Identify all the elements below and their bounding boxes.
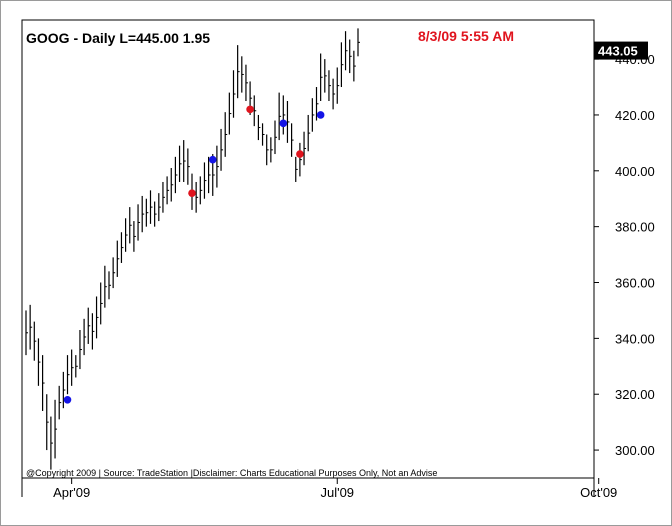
y-tick-label: 320.00 xyxy=(615,387,655,402)
x-tick-label: Jul'09 xyxy=(320,485,354,500)
copyright-notice: @Copyright 2009 | Source: TradeStation |… xyxy=(26,468,437,478)
red-signal-dot xyxy=(246,105,254,114)
y-tick-label: 340.00 xyxy=(615,331,655,346)
blue-signal-dot xyxy=(316,111,325,119)
last-price-box: 443.05 xyxy=(594,41,648,60)
plot-area xyxy=(21,19,595,479)
y-tick-label: 360.00 xyxy=(615,276,655,291)
y-tick-label: 380.00 xyxy=(615,220,655,235)
chart-timestamp: 8/3/09 5:55 AM xyxy=(418,28,514,44)
blue-signal-dot xyxy=(279,119,288,128)
y-tick-label: 420.00 xyxy=(615,108,655,123)
blue-signal-dot xyxy=(63,396,72,404)
x-tick-label: Apr'09 xyxy=(53,485,90,500)
x-axis-ticks: Apr'09 Jul'09 Oct'09 xyxy=(53,478,617,500)
signal-markers xyxy=(63,105,325,404)
price-bars xyxy=(25,28,360,470)
last-price-label: 443.05 xyxy=(598,44,638,59)
red-signal-dot xyxy=(296,150,304,158)
x-tick-label: Oct'09 xyxy=(580,485,617,500)
y-tick-label: 400.00 xyxy=(615,164,655,179)
blue-signal-dot xyxy=(208,155,217,164)
y-axis-ticks: 300.00 320.00 340.00 360.00 380.00 400.00 420.… xyxy=(594,52,655,458)
red-signal-dot xyxy=(188,189,196,197)
chart-title: GOOG - Daily L=445.00 1.95 xyxy=(26,30,210,46)
last-price-box-bg xyxy=(594,41,648,60)
y-tick-label: 300.00 xyxy=(615,443,655,458)
